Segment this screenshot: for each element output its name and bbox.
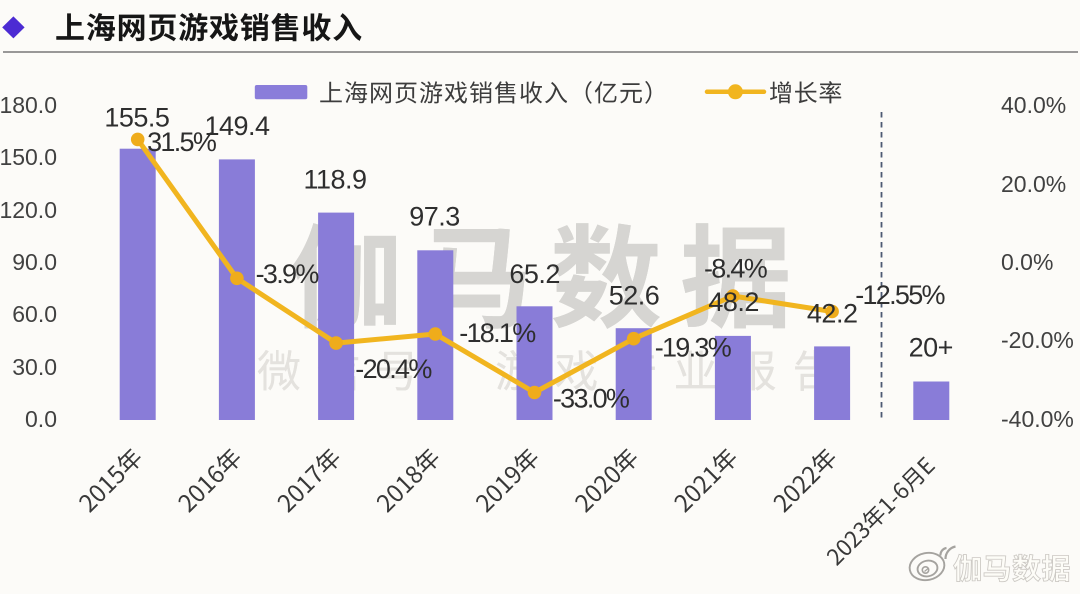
svg-text:-33.0%: -33.0% xyxy=(553,383,630,413)
svg-text:149.4: 149.4 xyxy=(204,111,270,141)
svg-text:-18.1%: -18.1% xyxy=(459,318,536,348)
svg-text:0.0%: 0.0% xyxy=(1001,249,1053,275)
svg-text:120.0: 120.0 xyxy=(0,197,57,223)
svg-text:-20.0%: -20.0% xyxy=(1001,327,1074,353)
svg-text:0.0: 0.0 xyxy=(25,406,57,432)
svg-text:20+: 20+ xyxy=(909,333,953,363)
svg-text:20.0%: 20.0% xyxy=(1001,171,1066,197)
svg-text:31.5%: 31.5% xyxy=(147,127,217,157)
svg-text:60.0: 60.0 xyxy=(12,301,57,327)
svg-text:97.3: 97.3 xyxy=(409,201,460,231)
svg-text:150.0: 150.0 xyxy=(0,144,57,170)
svg-text:118.9: 118.9 xyxy=(303,165,366,195)
svg-text:-3.9%: -3.9% xyxy=(256,259,320,289)
svg-text:-40.0%: -40.0% xyxy=(1001,406,1074,432)
svg-text:42.2: 42.2 xyxy=(807,299,858,329)
svg-text:-20.4%: -20.4% xyxy=(355,354,432,384)
svg-text:48.2: 48.2 xyxy=(708,287,759,317)
svg-text:155.5: 155.5 xyxy=(104,102,169,132)
svg-text:-8.4%: -8.4% xyxy=(704,254,768,284)
svg-text:30.0: 30.0 xyxy=(12,354,57,380)
svg-text:90.0: 90.0 xyxy=(12,249,57,275)
svg-text:-12.55%: -12.55% xyxy=(855,280,945,310)
svg-text:180.0: 180.0 xyxy=(0,92,57,118)
svg-text:52.6: 52.6 xyxy=(609,280,660,310)
svg-text:65.2: 65.2 xyxy=(509,259,560,289)
svg-text:40.0%: 40.0% xyxy=(1001,92,1066,118)
svg-text:-19.3%: -19.3% xyxy=(655,333,732,363)
